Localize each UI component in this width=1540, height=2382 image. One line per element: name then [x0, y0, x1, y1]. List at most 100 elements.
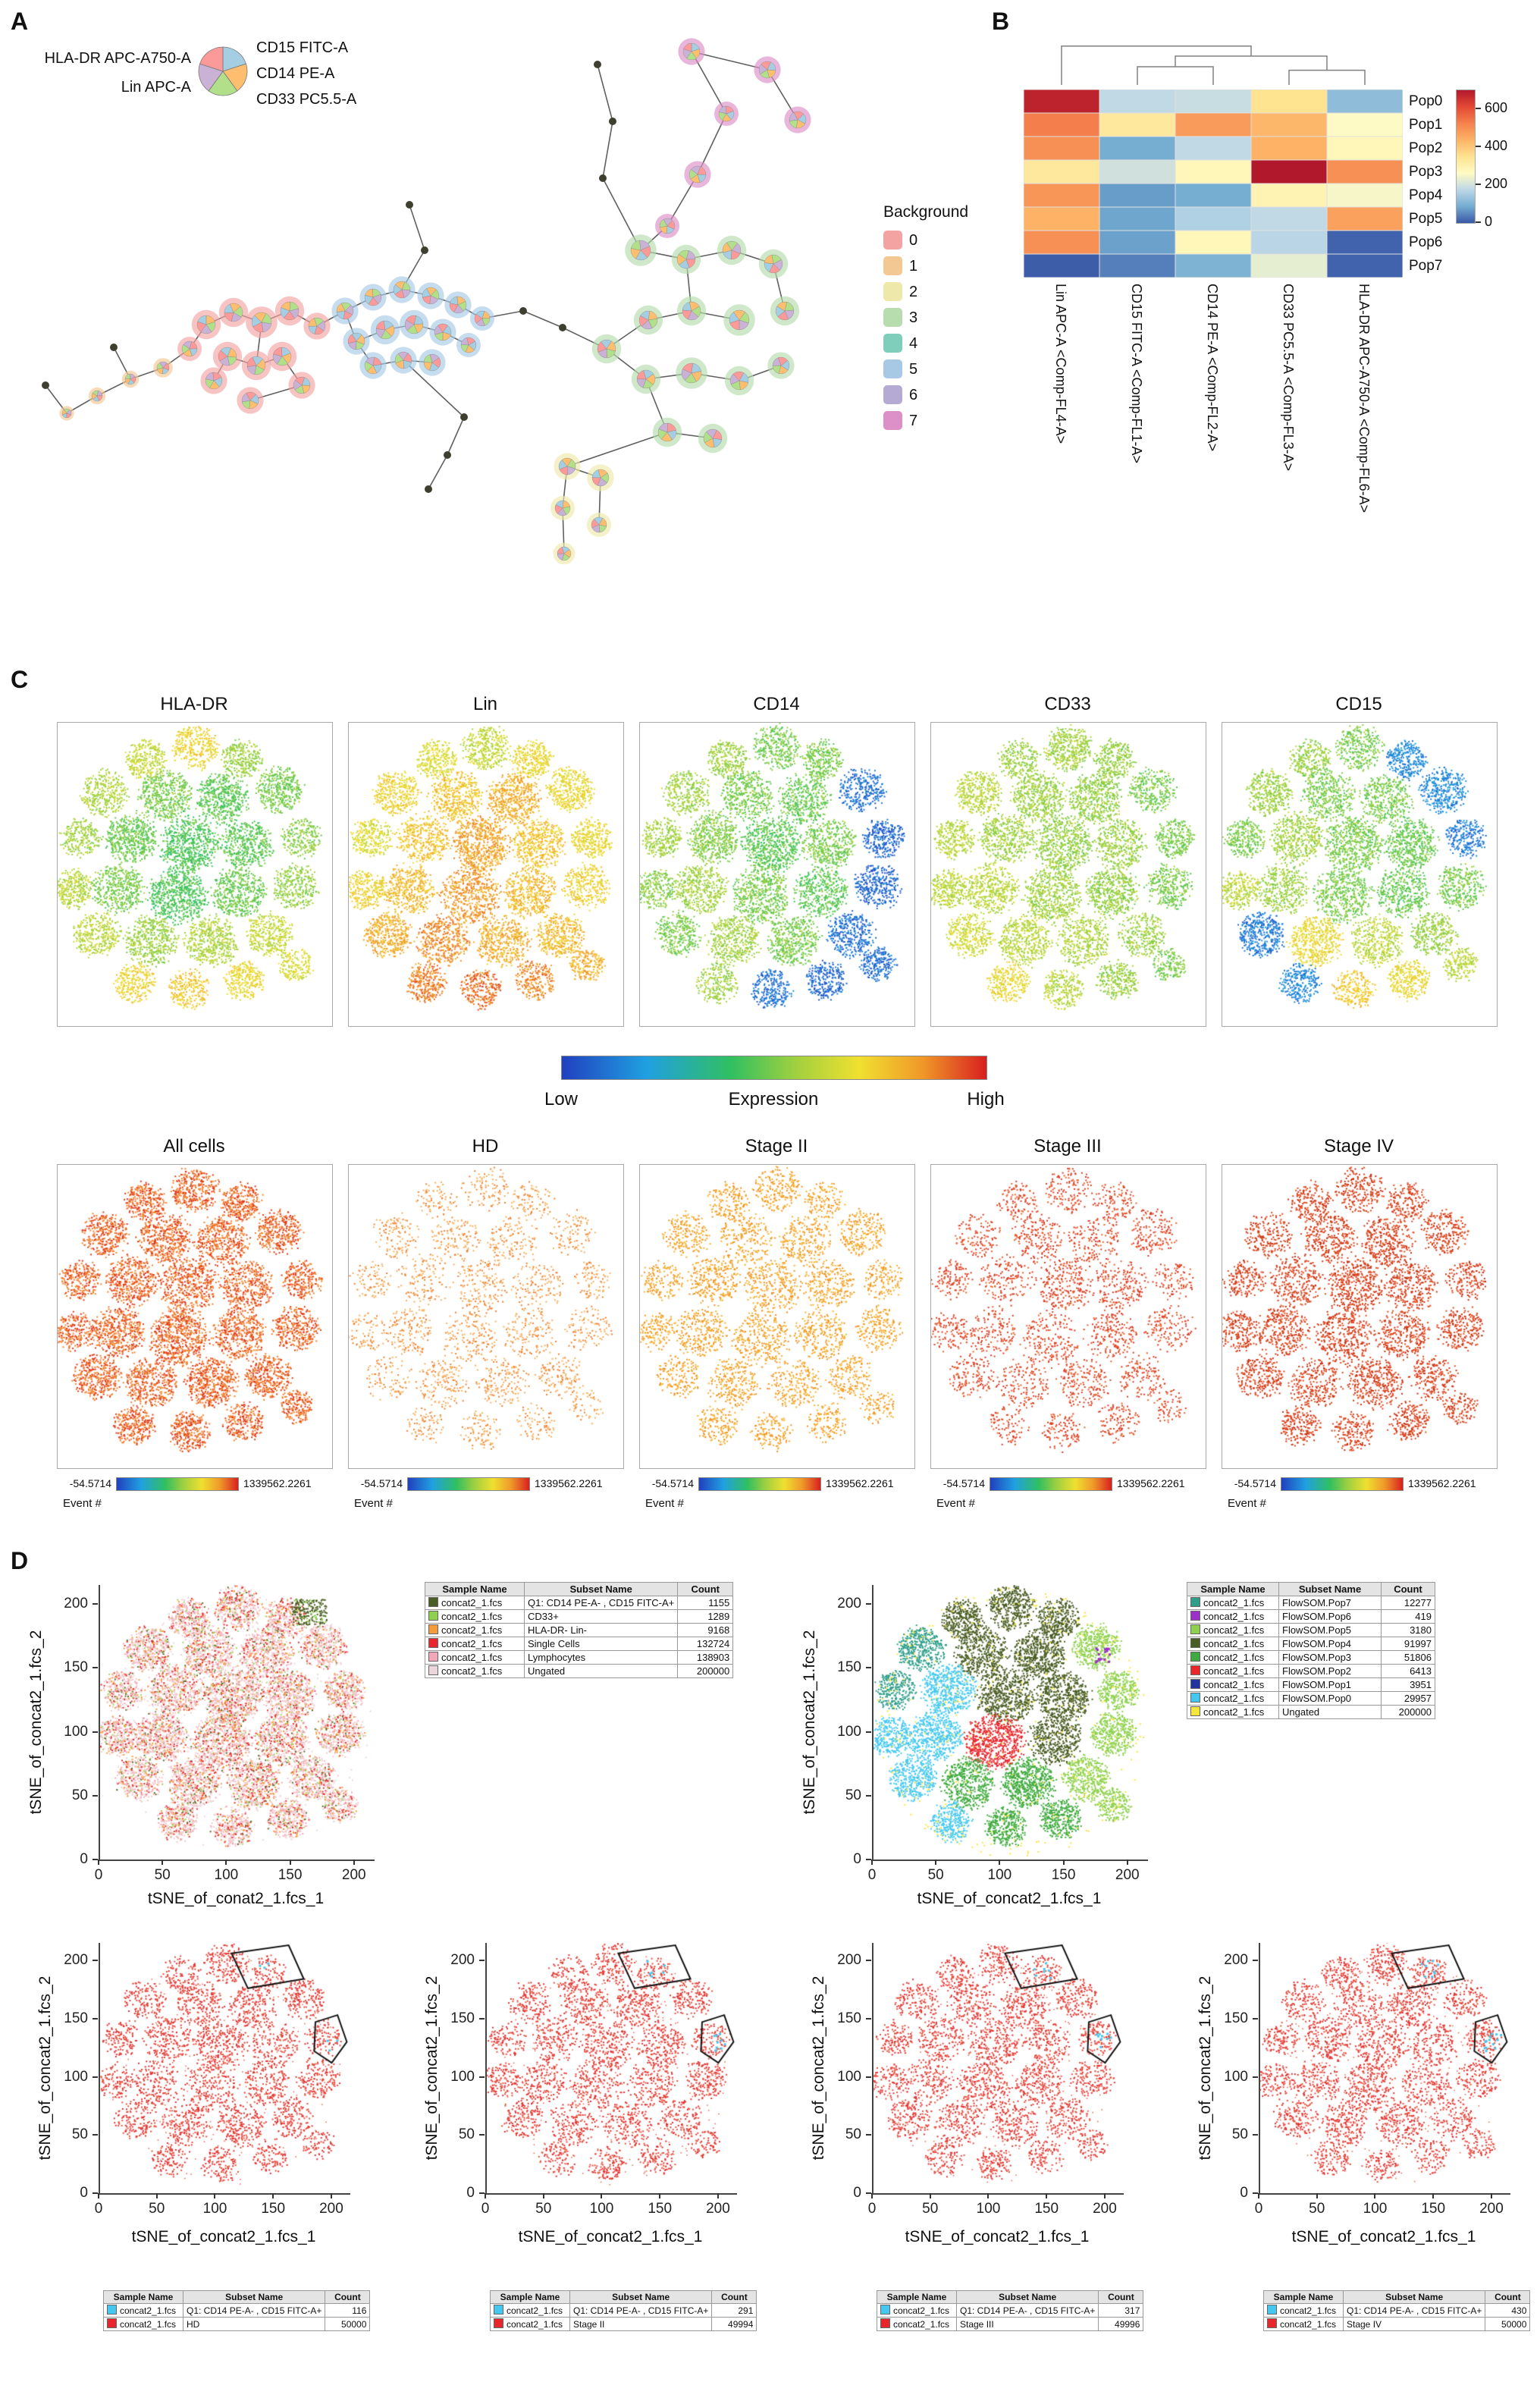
subset-name: Q1: CD14 PE-A- , CD15 FITC-A+ — [1342, 2303, 1486, 2318]
subset-color-swatch — [1267, 2305, 1277, 2315]
subset-count: 200000 — [677, 1664, 734, 1678]
tsne-marker-box — [639, 722, 915, 1027]
y-tick-label: 50 — [458, 2126, 475, 2143]
sample-name: concat2_1.fcs — [1280, 2305, 1337, 2316]
sample-name: concat2_1.fcs — [1203, 1624, 1265, 1636]
y-tick-label: 200 — [1224, 1952, 1248, 1969]
tsne-stage-gated-plot — [874, 1943, 1124, 2193]
event-colorbar — [990, 1477, 1112, 1491]
x-tick-mark — [155, 2193, 158, 2198]
table-row: concat2_1.fcs FlowSOM.Pop2 6413 — [1187, 1664, 1435, 1678]
table-row: concat2_1.fcs FlowSOM.Pop0 29957 — [1187, 1691, 1435, 1706]
background-legend-swatch — [883, 308, 902, 327]
x-tick-label: 50 — [922, 2201, 939, 2217]
sample-name: concat2_1.fcs — [1203, 1638, 1265, 1649]
x-tick-label: 200 — [319, 2201, 343, 2217]
subset-color-swatch — [428, 1624, 438, 1634]
y-tick-label: 0 — [1240, 2185, 1248, 2201]
subset-name: CD33+ — [523, 1609, 679, 1624]
x-axis-title: tSNE_of_concat2_1.fcs_1 — [518, 2228, 703, 2245]
y-tick-label: 100 — [1224, 2068, 1248, 2085]
sample-name: concat2_1.fcs — [1203, 1679, 1265, 1690]
subset-count: 12277 — [1381, 1596, 1435, 1610]
background-legend-item: 2 — [883, 282, 917, 301]
x-tick-mark — [289, 1859, 291, 1865]
table-row: concat2_1.fcs FlowSOM.Pop5 3180 — [1187, 1623, 1435, 1637]
y-tick-mark — [1253, 2076, 1258, 2078]
x-tick-mark — [485, 2193, 486, 2198]
y-tick-mark — [93, 1859, 98, 1860]
tsne-marker-canvas — [931, 723, 1204, 1025]
y-tick-mark — [1253, 2017, 1258, 2020]
gate-legend-table: Sample Name Subset Name Count concat2_1.fcs… — [425, 1582, 734, 1678]
y-tick-label: 100 — [837, 2068, 861, 2085]
subset-count: 50000 — [1485, 2317, 1531, 2331]
event-max-label: 1339562.2261 — [1117, 1477, 1185, 1489]
background-legend-value: 6 — [909, 387, 918, 403]
background-legend-value: 1 — [909, 258, 918, 275]
table-row: concat2_1.fcs Ungated 200000 — [425, 1664, 734, 1678]
y-tick-label: 200 — [64, 1952, 88, 1969]
subset-name: Q1: CD14 PE-A- , CD15 FITC-A+ — [955, 2303, 1099, 2318]
x-tick-mark — [272, 2193, 274, 2198]
background-legend-swatch — [883, 359, 902, 378]
table-sample-cell: concat2_1.fcs — [1263, 2317, 1344, 2331]
table-sample-cell: concat2_1.fcs — [1187, 1609, 1279, 1624]
x-axis-title: tSNE_of_concat2_1.fcs_1 — [905, 2228, 1090, 2245]
heatmap-col-label: HLA-DR APC-A750-A <Comp-FL6-A> — [1357, 284, 1372, 513]
subset-count: 419 — [1381, 1609, 1435, 1624]
subset-color-swatch — [1267, 2318, 1277, 2328]
subset-count: 430 — [1485, 2303, 1531, 2318]
tsne-stage-canvas — [349, 1165, 622, 1467]
subset-count: 291 — [711, 2303, 757, 2318]
background-legend-item: 7 — [883, 411, 917, 430]
subset-count: 49996 — [1098, 2317, 1144, 2331]
background-legend-swatch — [883, 334, 902, 353]
table-row: concat2_1.fcs Stage II 49994 — [490, 2317, 757, 2331]
event-max-label: 1339562.2261 — [535, 1477, 603, 1489]
table-row: concat2_1.fcs Lymphocytes 138903 — [425, 1650, 734, 1665]
subset-color-swatch — [494, 2318, 503, 2328]
tsne-gates-plot — [100, 1585, 375, 1859]
y-tick-mark — [866, 1731, 871, 1733]
event-axis-label: Event # — [1228, 1497, 1266, 1510]
table-header: Sample Name — [490, 2290, 570, 2304]
subset-color-swatch — [1190, 1611, 1200, 1621]
colorbar-tick-label: 0 — [1485, 214, 1493, 229]
colorbar-tick-mark — [1476, 108, 1481, 109]
x-tick-mark — [1103, 2193, 1106, 2198]
background-legend-value: 3 — [909, 309, 918, 326]
background-legend-swatch — [883, 282, 902, 301]
tsne-marker-title: HLA-DR — [160, 694, 228, 714]
subset-count: 200000 — [1381, 1705, 1435, 1719]
subset-name: Ungated — [1278, 1705, 1382, 1719]
x-tick-label: 50 — [154, 1867, 171, 1883]
table-header: Count — [711, 2290, 757, 2304]
table-sample-cell: concat2_1.fcs — [425, 1596, 525, 1610]
x-tick-label: 200 — [706, 2201, 730, 2217]
background-legend-value: 7 — [909, 413, 918, 429]
background-legend-item: 1 — [883, 256, 917, 275]
subset-name: HLA-DR- Lin- — [523, 1623, 679, 1637]
y-tick-label: 100 — [64, 1723, 88, 1740]
y-tick-mark — [93, 2076, 98, 2078]
subset-name: FlowSOM.Pop6 — [1278, 1609, 1382, 1624]
x-tick-label: 100 — [214, 1867, 239, 1883]
subset-name: Stage III — [955, 2317, 1099, 2331]
colorbar-tick-label: 200 — [1485, 176, 1508, 191]
table-sample-cell: concat2_1.fcs — [425, 1609, 525, 1624]
table-sample-cell: concat2_1.fcs — [1187, 1650, 1279, 1665]
y-axis-title: tSNE_of_concat2_1.fcs_2 — [810, 1976, 827, 2161]
marker-legend-label-hladr: HLA-DR APC-A750-A — [44, 50, 191, 67]
x-axis-title: tSNE_of_concat2_1.fcs_1 — [131, 2228, 316, 2245]
background-legend-item: 4 — [883, 334, 917, 353]
tsne-stage-title: All cells — [163, 1136, 225, 1156]
expression-low-label: Low — [544, 1089, 579, 1109]
table-sample-cell: concat2_1.fcs — [490, 2303, 570, 2318]
subset-name: Lymphocytes — [523, 1650, 679, 1665]
tsne-marker-title: CD15 — [1335, 694, 1382, 714]
x-tick-mark — [1046, 2193, 1048, 2198]
subset-count: 91997 — [1381, 1637, 1435, 1651]
x-tick-mark — [987, 2193, 990, 2198]
subset-name: Stage II — [569, 2317, 713, 2331]
